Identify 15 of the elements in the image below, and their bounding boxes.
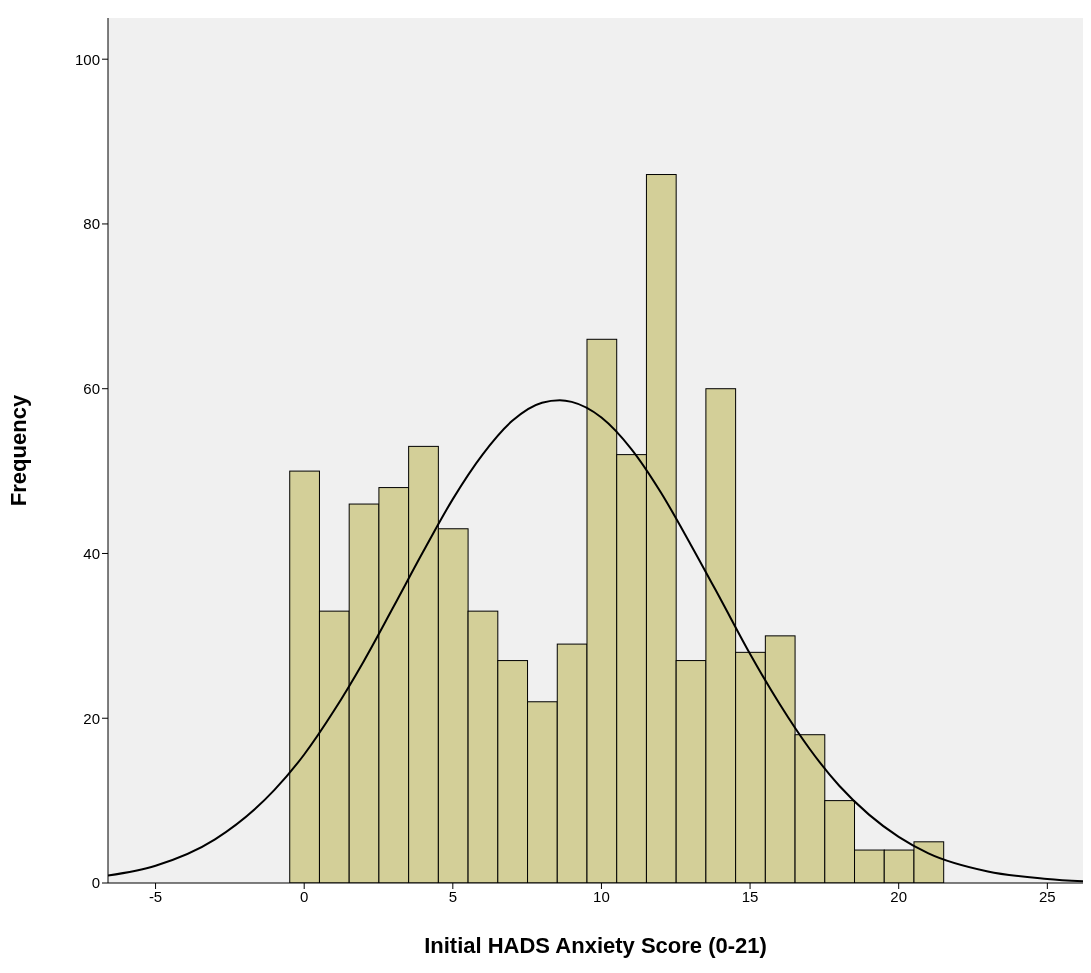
y-tick-label: 80 [83,215,100,233]
x-tick-label: 20 [890,887,908,905]
y-tick-label: 60 [83,380,100,398]
y-tick-label: 0 [91,874,100,892]
x-tick-label: 0 [300,887,309,905]
x-tick-label: 25 [1038,887,1056,905]
y-tick-label: 20 [83,709,100,727]
y-tick-label: 100 [74,50,100,68]
x-axis-title: Initial HADS Anxiety Score (0-21) [424,933,767,958]
y-tick-label: 40 [83,544,100,562]
x-tick-label: 15 [741,887,759,905]
x-tick-label: 5 [448,887,457,905]
y-axis-title: Frequency [5,394,31,507]
x-tick-label: 10 [593,887,610,905]
x-tick-label: -5 [148,887,163,905]
